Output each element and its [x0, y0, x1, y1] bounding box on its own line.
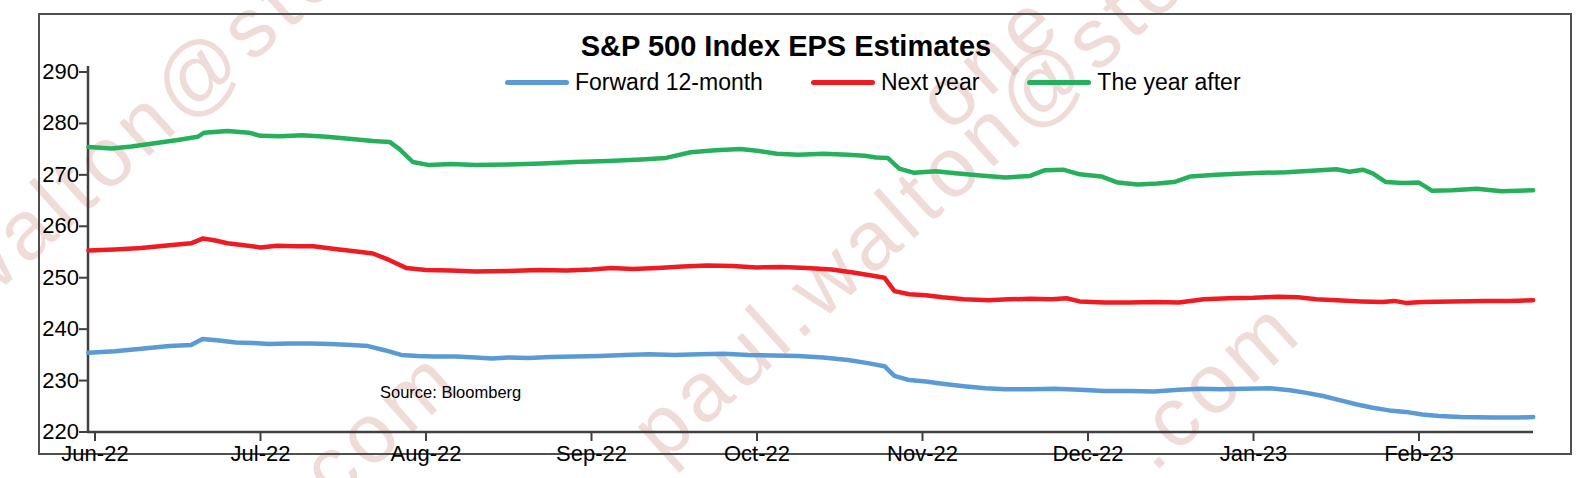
y-tick-label: 230 — [24, 368, 79, 394]
x-tick-label: Jun-22 — [35, 441, 155, 467]
x-tick-label: Feb-23 — [1359, 441, 1479, 467]
series-line-forward-12-month — [88, 339, 1533, 418]
x-tick-label: Dec-22 — [1028, 441, 1148, 467]
y-tick-label: 240 — [24, 316, 79, 342]
series-line-next-year — [88, 239, 1533, 303]
x-tick-label: Jul-22 — [201, 441, 321, 467]
x-tick-label: Nov-22 — [863, 441, 983, 467]
eps-estimates-chart: paul.walton@stoneul.walton@stone.comcomo… — [0, 0, 1586, 478]
plot-canvas — [0, 0, 1586, 478]
y-tick-label: 260 — [24, 213, 79, 239]
y-tick-label: 280 — [24, 110, 79, 136]
x-tick-label: Oct-22 — [697, 441, 817, 467]
source-note: Source: Bloomberg — [380, 383, 521, 402]
x-tick-label: Aug-22 — [366, 441, 486, 467]
y-tick-label: 290 — [24, 59, 79, 85]
x-tick-label: Sep-22 — [532, 441, 652, 467]
y-tick-label: 250 — [24, 265, 79, 291]
x-tick-label: Jan-23 — [1194, 441, 1314, 467]
y-tick-label: 270 — [24, 162, 79, 188]
series-line-the-year-after — [88, 131, 1533, 191]
